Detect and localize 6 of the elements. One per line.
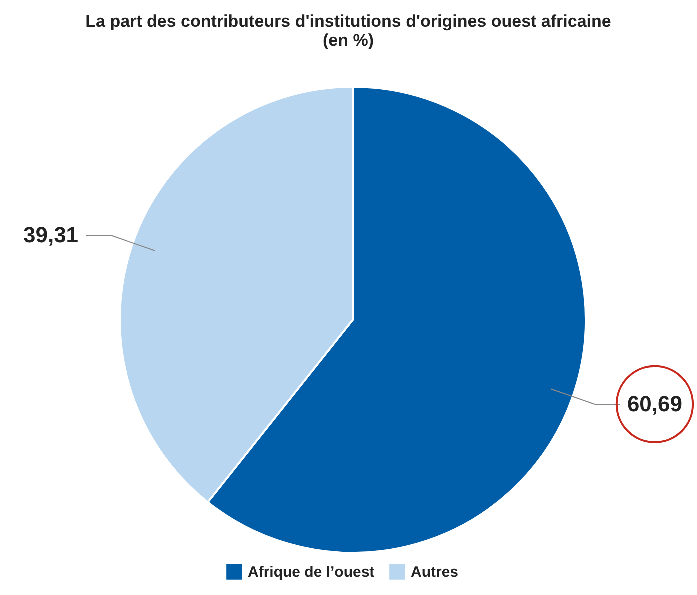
text: (en %) (323, 31, 374, 50)
legend-label: Autres (411, 564, 459, 581)
text: La part des contributeurs d'institutions d'origines ouest africaine (86, 12, 612, 31)
legend-label: Afrique de l’ouest (248, 564, 375, 581)
data-label: 60,69 (627, 391, 683, 416)
data-label: 39,31 (23, 222, 79, 248)
